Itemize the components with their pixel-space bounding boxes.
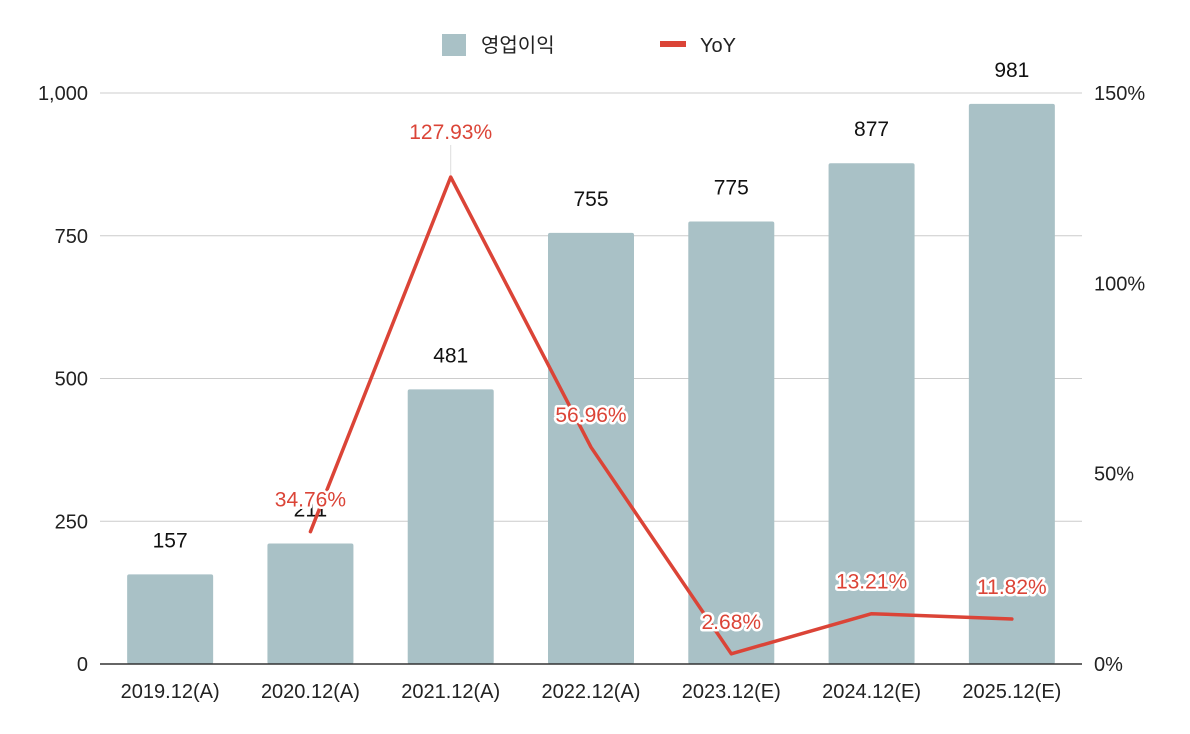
yoy-data-label: 11.82%: [977, 576, 1047, 599]
yoy-data-labels: 34.76% 127.93% 56.96% 2.68% 13.21% 11.82%: [272, 119, 1049, 637]
legend-bar-swatch: [442, 34, 466, 56]
category-label: 2019.12(A): [121, 681, 220, 703]
bar: [968, 103, 1055, 664]
right-tick-label: 0%: [1094, 654, 1123, 676]
yoy-data-label: 56.96%: [555, 404, 626, 427]
yoy-data-label: 13.21%: [836, 571, 907, 594]
legend-line-label: YoY: [700, 35, 736, 57]
right-tick-label: 50%: [1094, 464, 1134, 486]
left-axis-ticks: 0 250 500 750 1,000: [38, 83, 88, 676]
legend-bar-label: 영업이익: [481, 34, 555, 57]
bar-data-labels: 157 211 481 755 775 877 981: [153, 59, 1030, 553]
yoy-line: [308, 175, 1014, 656]
legend-line-swatch: [660, 41, 686, 47]
category-label: 2025.12(E): [962, 681, 1061, 703]
right-tick-label: 150%: [1094, 83, 1145, 105]
bar-series: [127, 103, 1055, 664]
category-label: 2020.12(A): [261, 681, 360, 703]
yoy-line-series: [308, 175, 1014, 656]
bar-data-label: 775: [714, 176, 749, 199]
category-label: 2023.12(E): [682, 681, 781, 703]
left-tick-label: 1,000: [38, 83, 88, 105]
bar-data-label: 755: [573, 188, 608, 211]
bar-data-label: 157: [153, 529, 188, 552]
yoy-data-label: 127.93%: [409, 121, 492, 144]
yoy-data-label: 34.76%: [275, 489, 346, 512]
category-label: 2024.12(E): [822, 681, 921, 703]
right-axis-ticks: 0% 50% 100% 150%: [1094, 83, 1145, 676]
category-label: 2022.12(A): [542, 681, 641, 703]
category-label: 2021.12(A): [401, 681, 500, 703]
bar: [127, 574, 214, 664]
x-axis-ticks: 2019.12(A) 2020.12(A) 2021.12(A) 2022.12(A)…: [121, 681, 1062, 703]
left-tick-label: 0: [77, 654, 88, 676]
bar-data-label: 211: [294, 499, 327, 522]
bar-data-label: 981: [994, 59, 1029, 82]
bar: [267, 543, 354, 664]
legend-line-entry: YoY: [660, 35, 736, 57]
legend-bar-entry: 영업이익: [442, 34, 555, 57]
bar-data-label: 481: [433, 344, 468, 367]
left-tick-label: 750: [55, 226, 88, 248]
bar: [407, 389, 494, 664]
right-tick-label: 100%: [1094, 273, 1145, 295]
left-tick-label: 250: [55, 511, 88, 533]
yoy-data-label: 2.68%: [702, 611, 762, 634]
left-tick-label: 500: [55, 369, 88, 391]
bar: [688, 221, 775, 664]
bar: [828, 163, 915, 664]
bar-data-label: 877: [854, 118, 889, 141]
legend: 영업이익 YoY: [442, 34, 736, 57]
